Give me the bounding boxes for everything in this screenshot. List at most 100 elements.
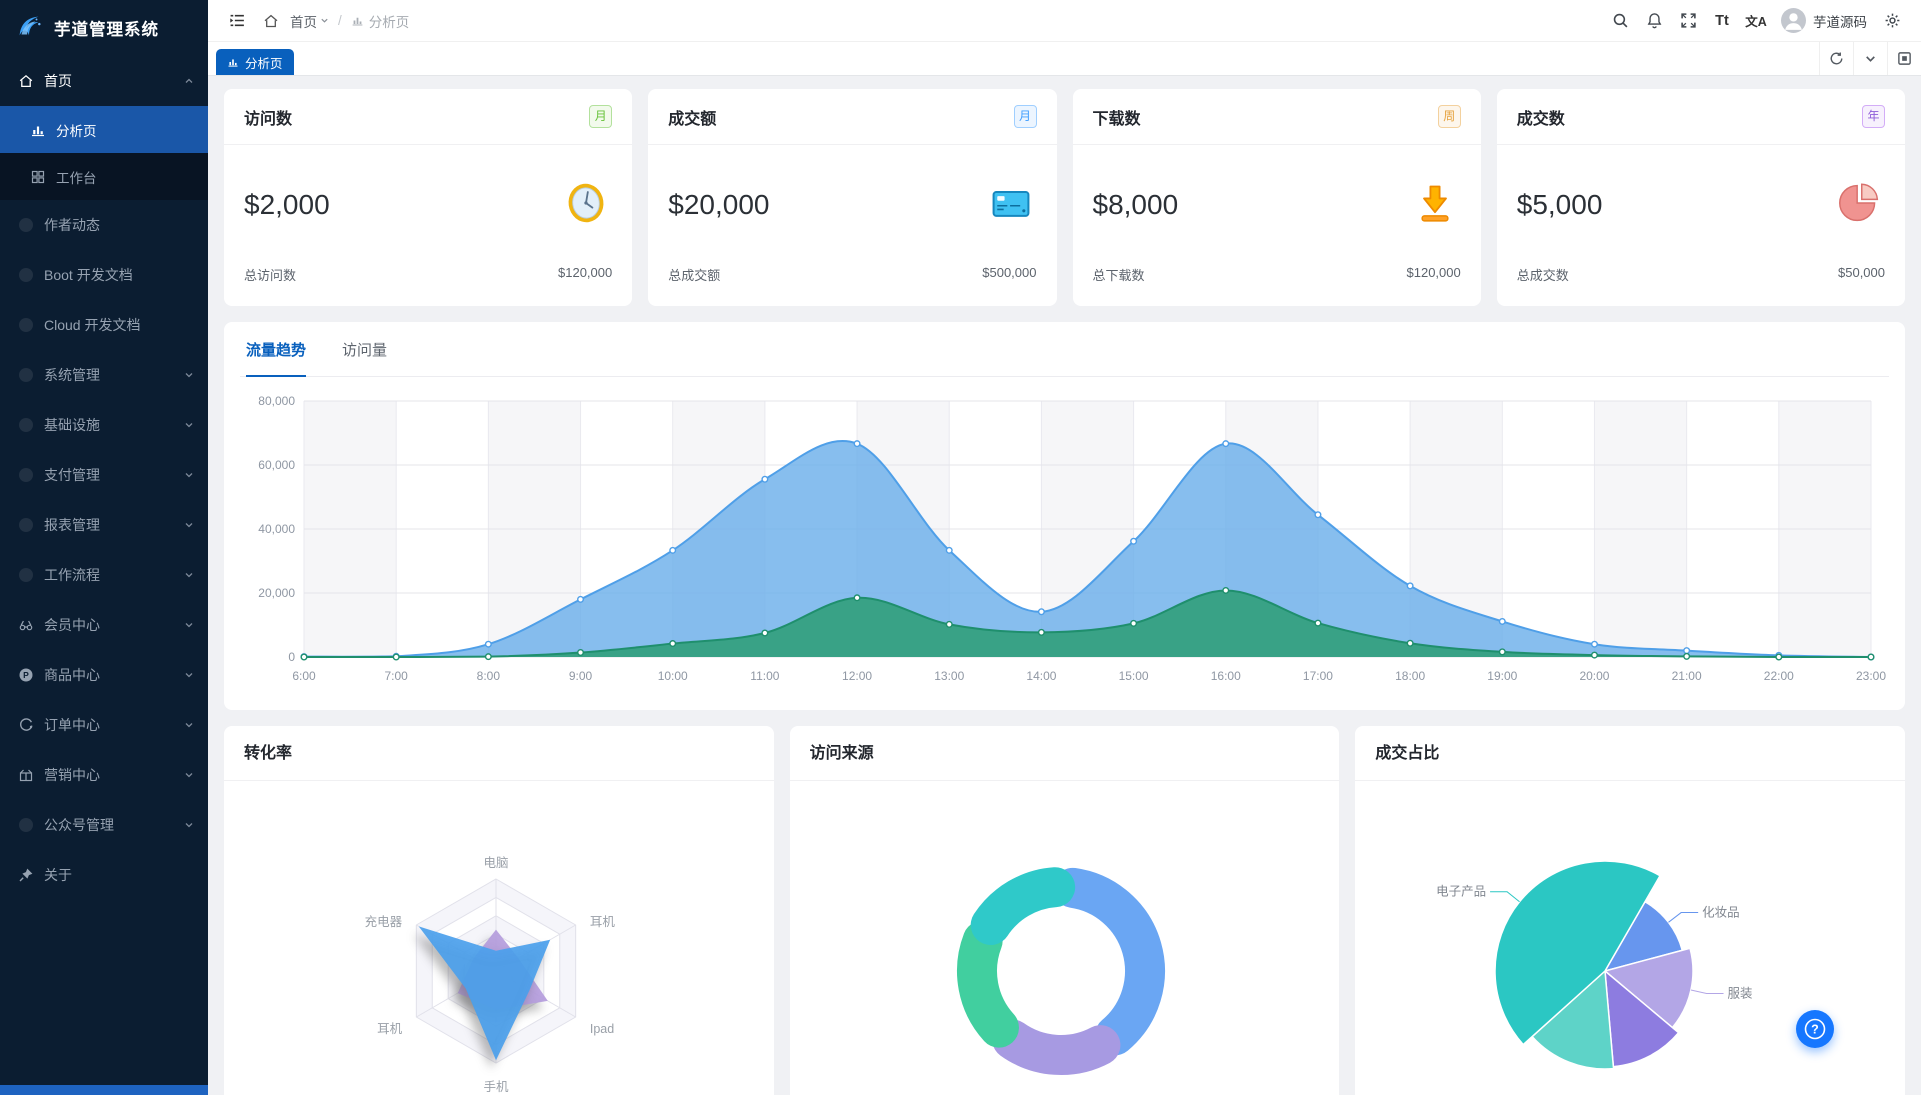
sidebar-item-payment[interactable]: 支付管理	[0, 450, 208, 500]
maximize-icon[interactable]	[1887, 42, 1921, 75]
stat-card-header: 访问数 月	[224, 89, 633, 145]
sidebar-item-label: 关于	[44, 867, 72, 883]
collapse-sidebar-icon[interactable]	[220, 0, 254, 42]
stat-card-title: 下载数	[1092, 110, 1141, 128]
user-name: 芋道源码	[1813, 14, 1867, 30]
sidebar-item-workflow[interactable]: 工作流程	[0, 550, 208, 600]
breadcrumb-home[interactable]: 首页	[290, 11, 329, 31]
stat-footer-label: 总成交额	[668, 268, 721, 283]
stat-footer-label: 总下载数	[1092, 268, 1145, 283]
sidebar-item-label: Boot 开发文档	[44, 267, 133, 283]
svg-text:12:00: 12:00	[842, 669, 872, 683]
page-content: 访问数 月 $2,000 总访问数 $120,000 成交额 月 $20,000 总成交额 $50…	[208, 76, 1921, 1095]
bar-chart-icon	[352, 17, 363, 26]
svg-text:10:00: 10:00	[658, 669, 688, 683]
main-area: 首页 / 分析页 Tt 文A	[208, 0, 1921, 1095]
refresh-icon[interactable]	[1819, 42, 1853, 75]
svg-text:20,000: 20,000	[258, 586, 295, 600]
svg-text:耳机: 耳机	[377, 1022, 403, 1036]
tab-traffic-trend[interactable]: 流量趋势	[246, 322, 307, 377]
stat-card-3: 成交数 年 $5,000 总成交数 $50,000	[1496, 89, 1905, 306]
tab-visits[interactable]: 访问量	[342, 341, 388, 359]
traffic-trend-card: 流量趋势 访问量 0 20,000 40,000 60,000 80,000 6:00 7:…	[224, 322, 1905, 710]
svg-text:40,000: 40,000	[258, 522, 295, 536]
sidebar: 芋道管理系统 首页分析页工作台作者动态 Boot 开发文档 Cloud 开发文档系统…	[0, 0, 208, 1095]
bottom-panels: 转化率 电脑 耳机 Ipad 手机 耳机 充电器 访问来源 成交占比 化妆品 服装 电子产品	[224, 726, 1905, 1095]
sidebar-item-cloud-docs[interactable]: Cloud 开发文档	[0, 300, 208, 350]
sidebar-item-boot-docs[interactable]: Boot 开发文档	[0, 250, 208, 300]
svg-text:P: P	[23, 670, 29, 680]
user-menu[interactable]: 芋道源码	[1773, 0, 1875, 42]
settings-gear-icon[interactable]	[1875, 0, 1909, 42]
stat-footer-value: $120,000	[558, 265, 613, 280]
stat-card-body: $8,000	[1073, 145, 1481, 265]
sidebar-item-workbench[interactable]: 工作台	[0, 153, 208, 200]
tab-actions	[1819, 42, 1921, 75]
conversion-radar-chart: 电脑 耳机 Ipad 手机 耳机 充电器	[224, 781, 774, 1095]
chevron-down-icon	[184, 670, 194, 680]
sidebar-item-label: 商品中心	[44, 667, 100, 683]
sidebar-item-order[interactable]: 订单中心	[0, 700, 208, 750]
app-logo[interactable]: 芋道管理系统	[0, 0, 208, 56]
chevron-down-icon	[184, 820, 194, 830]
svg-text:充电器: 充电器	[365, 914, 403, 929]
svg-text:15:00: 15:00	[1119, 669, 1149, 683]
sidebar-item-system[interactable]: 系统管理	[0, 350, 208, 400]
svg-text:19:00: 19:00	[1487, 669, 1517, 683]
home-icon	[18, 73, 34, 89]
sidebar-collapse-bar[interactable]	[0, 1085, 208, 1095]
sidebar-item-label: Cloud 开发文档	[44, 317, 141, 333]
sidebar-item-mp[interactable]: 公众号管理	[0, 800, 208, 850]
fullscreen-icon[interactable]	[1671, 0, 1705, 42]
sidebar-item-product[interactable]: P 商品中心	[0, 650, 208, 700]
visit-source-donut-chart	[790, 781, 1340, 1095]
sidebar-item-member[interactable]: 会员中心	[0, 600, 208, 650]
stat-card-body: $20,000	[648, 145, 1056, 265]
sidebar-item-label: 订单中心	[44, 717, 100, 733]
svg-text:22:00: 22:00	[1764, 669, 1794, 683]
stat-card-value: $8,000	[1092, 189, 1179, 220]
chevron-down-icon	[184, 720, 194, 730]
placeholder-icon	[18, 567, 34, 583]
panel-title: 访问来源	[789, 726, 1340, 781]
tab-analysis-page[interactable]: 分析页	[216, 49, 294, 75]
sidebar-item-report[interactable]: 报表管理	[0, 500, 208, 550]
placeholder-icon	[18, 367, 34, 383]
panel-title: 转化率	[224, 726, 774, 781]
sidebar-item-label: 作者动态	[44, 217, 100, 233]
logo-icon	[14, 11, 44, 46]
chevron-down-icon[interactable]	[1853, 42, 1887, 75]
chevron-down-icon	[184, 770, 194, 780]
sidebar-submenu: 分析页工作台	[0, 106, 208, 200]
sidebar-item-label: 工作台	[56, 170, 97, 186]
sidebar-item-label: 支付管理	[44, 467, 100, 483]
period-badge: 月	[589, 105, 613, 128]
search-icon[interactable]	[1603, 0, 1637, 42]
sidebar-item-promotion[interactable]: 营销中心	[0, 750, 208, 800]
stat-card-row: 访问数 月 $2,000 总访问数 $120,000 成交额 月 $20,000 总成交额 $50…	[224, 89, 1905, 306]
svg-text:60,000: 60,000	[258, 458, 295, 472]
sidebar-item-label: 首页	[44, 73, 72, 89]
help-button[interactable]: ?	[1796, 1010, 1834, 1048]
sidebar-item-home[interactable]: 首页	[0, 56, 208, 106]
navbar-actions: Tt 文A 芋道源码	[1603, 0, 1909, 42]
top-navbar: 首页 / 分析页 Tt 文A	[208, 0, 1921, 42]
pie-icon	[1837, 181, 1881, 230]
chevron-down-icon	[184, 570, 194, 580]
tab-bar: 分析页	[208, 42, 1921, 76]
font-size-icon[interactable]: Tt	[1715, 12, 1729, 29]
notification-bell-icon[interactable]	[1637, 0, 1671, 42]
sidebar-item-analysis[interactable]: 分析页	[0, 106, 208, 153]
language-icon[interactable]: 文A	[1745, 15, 1767, 29]
sidebar-item-author-news[interactable]: 作者动态	[0, 200, 208, 250]
svg-text:7:00: 7:00	[384, 669, 408, 683]
stat-footer-label: 总访问数	[244, 268, 297, 283]
stat-card-title: 成交额	[668, 110, 717, 128]
sidebar-item-about[interactable]: 关于	[0, 850, 208, 900]
svg-text:16:00: 16:00	[1211, 669, 1241, 683]
chevron-down-icon	[184, 470, 194, 480]
sidebar-item-infra[interactable]: 基础设施	[0, 400, 208, 450]
home-icon[interactable]	[254, 0, 288, 42]
stat-card-0: 访问数 月 $2,000 总访问数 $120,000	[224, 89, 633, 306]
